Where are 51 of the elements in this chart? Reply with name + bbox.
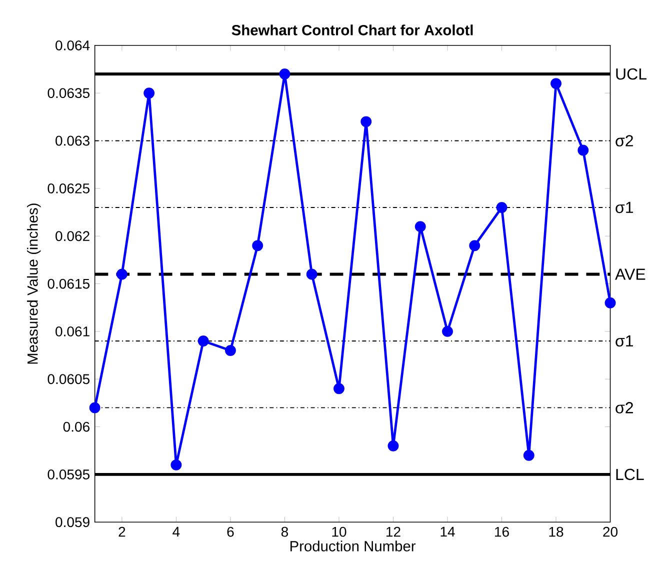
x-tick-label: 14 — [440, 526, 455, 536]
point — [89, 402, 100, 414]
point — [170, 459, 182, 470]
y-tick-label: 0.0625 — [48, 183, 90, 194]
y-tick-label: 0.06 — [63, 422, 90, 432]
point — [388, 440, 399, 452]
point — [469, 240, 480, 251]
y-tick-label: 0.061 — [56, 326, 90, 336]
y-tick-label: 0.062 — [56, 231, 90, 241]
point — [279, 68, 290, 80]
point — [224, 344, 236, 356]
y-tick-label: 0.0615 — [48, 278, 90, 289]
y-tick-label: 0.064 — [56, 40, 90, 50]
point — [116, 268, 128, 280]
x-tick-label: 10 — [332, 526, 346, 537]
point — [523, 450, 534, 461]
ref-line-label: σ1 — [616, 202, 633, 213]
ref-line-label: σ2 — [616, 134, 633, 146]
point — [414, 220, 426, 232]
y-tick-label: 0.0635 — [48, 88, 90, 98]
point — [360, 116, 372, 128]
ref-line-label: σ1 — [616, 335, 633, 346]
point — [306, 268, 318, 280]
x-tick-label: 2 — [118, 526, 126, 537]
chart-title: Shewhart Control Chart for Axolotl — [232, 24, 473, 36]
x-axis-title: Production Number — [290, 540, 416, 552]
point — [334, 383, 344, 394]
point — [496, 202, 508, 213]
ref-line-label: σ2 — [616, 402, 633, 414]
point — [252, 240, 264, 251]
x-tick-label: 6 — [227, 526, 234, 537]
ref-line-label: LCL — [616, 468, 644, 480]
ref-line-label: UCL — [616, 68, 647, 80]
x-tick-label: 18 — [549, 526, 564, 537]
y-tick-label: 0.063 — [56, 136, 90, 146]
y-tick-label: 0.0605 — [48, 374, 90, 384]
point — [604, 297, 616, 308]
x-tick-label: 16 — [495, 526, 509, 537]
point — [144, 87, 155, 98]
point — [578, 144, 589, 156]
x-tick-label: 12 — [386, 526, 400, 537]
ref-line-label: AVE — [615, 268, 646, 280]
x-tick-label: 4 — [172, 526, 180, 536]
y-axis-title: Measured Value (inches) — [27, 204, 41, 364]
point — [550, 78, 562, 89]
x-tick-label: 8 — [281, 526, 288, 537]
y-tick-label: 0.059 — [56, 517, 90, 527]
x-tick-label: 20 — [603, 526, 618, 537]
point — [442, 326, 453, 337]
point — [198, 335, 209, 346]
y-tick-label: 0.0595 — [48, 469, 90, 480]
